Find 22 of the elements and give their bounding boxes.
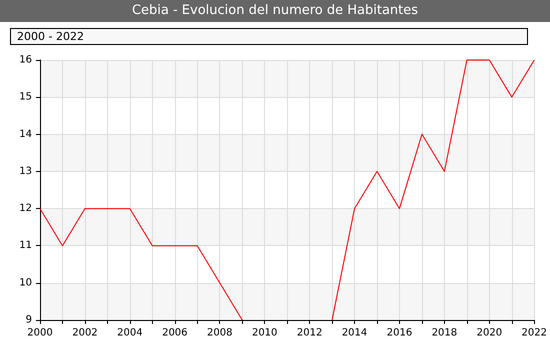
x-tick-label: 2002 xyxy=(72,328,98,338)
x-tick-label: 2006 xyxy=(162,328,188,338)
x-tick-label: 2000 xyxy=(27,328,53,338)
y-tick-label: 11 xyxy=(19,240,32,252)
y-tick-label: 16 xyxy=(19,54,32,66)
y-tick-label: 10 xyxy=(19,277,32,288)
x-tick-label: 2016 xyxy=(386,328,412,338)
x-tick-label: 2012 xyxy=(296,328,322,338)
y-tick-label: 12 xyxy=(19,203,32,214)
x-tick-label: 2010 xyxy=(252,328,278,338)
x-tick-label: 2022 xyxy=(522,328,547,338)
x-tick-label: 2018 xyxy=(432,328,458,338)
x-tick-label: 2020 xyxy=(476,328,502,338)
y-tick-label: 9 xyxy=(26,314,32,326)
chart-title: Cebia - Evolucion del numero de Habitantes xyxy=(0,0,550,22)
x-tick-label: 2014 xyxy=(342,328,368,338)
text: 2000 - 2022 xyxy=(10,28,528,45)
y-tick-label: 13 xyxy=(19,166,32,177)
x-tick-label: 2004 xyxy=(117,328,143,338)
x-tick-label: 2008 xyxy=(207,328,232,338)
y-tick-label: 15 xyxy=(19,92,32,103)
y-tick-label: 14 xyxy=(19,128,32,140)
